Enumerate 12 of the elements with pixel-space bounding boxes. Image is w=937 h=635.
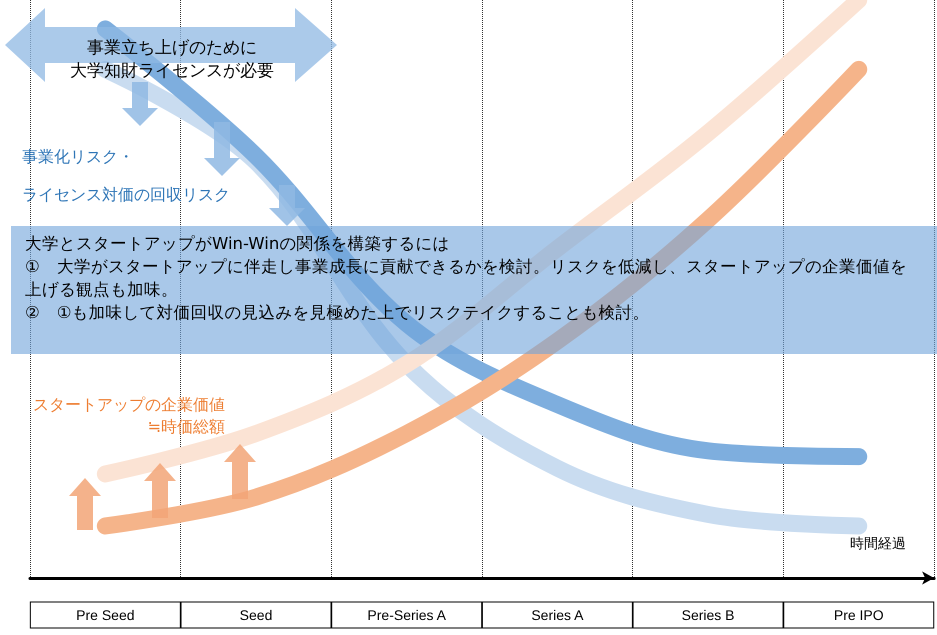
x-tick-label: Series B [682, 607, 735, 623]
x-tick-label: Pre-Series A [367, 607, 447, 623]
x-tick-label: Series A [531, 607, 584, 623]
x-tick-label: Pre Seed [76, 607, 135, 623]
annotation: ライセンス対価の回収リスク [22, 184, 231, 206]
x-axis-title: 時間経過 [850, 535, 906, 551]
x-tick-label: Seed [240, 607, 272, 623]
annotation: 事業化リスク・ [22, 146, 135, 168]
x-tick-label: Pre IPO [834, 607, 884, 623]
annotation: ≒時価総額 [146, 416, 225, 438]
annotation: スタートアップの企業価値 [32, 394, 225, 416]
annotation: 事業立ち上げのために [86, 37, 258, 59]
